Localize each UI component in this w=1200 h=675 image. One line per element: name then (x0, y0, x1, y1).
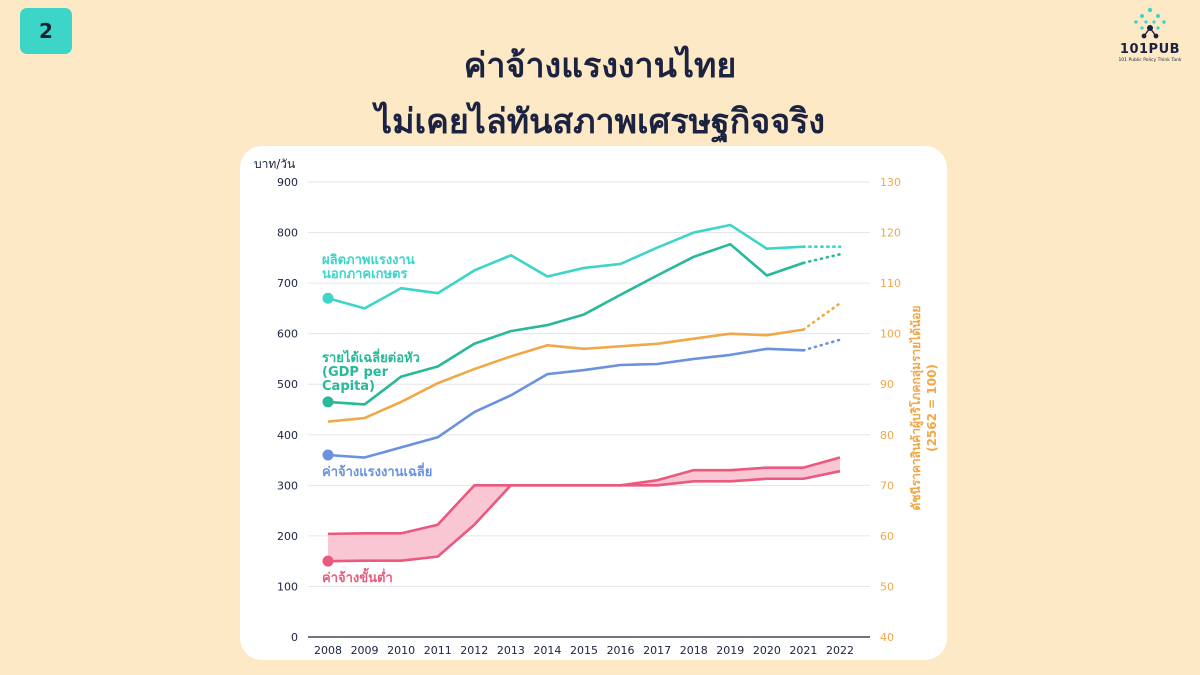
y2-tick-label: 50 (880, 580, 894, 593)
y-tick-label: 800 (277, 227, 298, 240)
logo-subtext: 101 Public Policy Think Tank (1118, 58, 1182, 63)
y-tick-label: 300 (277, 479, 298, 492)
series-label-gdp: (GDP per (322, 365, 389, 380)
x-tick-label: 2019 (716, 644, 744, 657)
y2-axis-label-line1: ดัชนีราคาสินค้าผู้บริโภคกลุ่มรายได้น้อย (908, 306, 924, 511)
y-tick-label: 100 (277, 580, 298, 593)
y2-tick-label: 120 (880, 227, 901, 240)
y2-tick-label: 100 (880, 328, 901, 341)
series-label-gdp: Capita) (322, 379, 375, 394)
min-wage-band-fill (328, 457, 840, 562)
series-start-marker-gdp (322, 396, 334, 408)
logo-network-icon (1134, 7, 1166, 39)
x-tick-label: 2013 (497, 644, 525, 657)
x-tick-label: 2018 (680, 644, 708, 657)
series-line-productivity (327, 223, 804, 310)
y2-axis-label-line2: (2562 = 100) (925, 364, 939, 452)
series-line-min_wage_low (327, 469, 841, 563)
series-line-projection-gdp (802, 252, 842, 265)
logo-text: 101PUB (1119, 42, 1181, 57)
x-tick-label: 2009 (351, 644, 379, 657)
y-tick-label: 500 (277, 378, 298, 391)
page-number-badge: 2 (20, 8, 72, 54)
x-tick-label: 2012 (460, 644, 488, 657)
series-line-projection-avg_wage (802, 338, 842, 352)
y2-tick-label: 130 (880, 176, 901, 189)
line-chart: 0 100 200 300 400 500 600 700 800 900 40 50 60 70 80 90… (254, 157, 939, 657)
y-tick-label: 700 (277, 277, 298, 290)
y-tick-label: 0 (291, 631, 298, 644)
series-line-cpi (327, 328, 804, 423)
y2-tick-label: 80 (880, 429, 894, 442)
series-lines (322, 223, 842, 567)
y-axis-label: บาท/วัน (254, 157, 295, 171)
series-start-marker-productivity (322, 292, 334, 304)
series-label-productivity: ผลิตภาพแรงงาน (322, 253, 415, 268)
page-title-line2: ไม่เคยไล่ทันสภาพเศรษฐกิจจริง (375, 102, 825, 142)
y-tick-label: 900 (277, 176, 298, 189)
series-line-projection-cpi (802, 302, 842, 331)
x-tick-label: 2016 (607, 644, 635, 657)
y-tick-label: 400 (277, 429, 298, 442)
x-tick-label: 2022 (826, 644, 854, 657)
page-title-line1: ค่าจ้างแรงงานไทย (463, 46, 737, 86)
axes: 0 100 200 300 400 500 600 700 800 900 40 50 60 70 80 90… (254, 157, 939, 657)
y2-axis-label: ดัชนีราคาสินค้าผู้บริโภคกลุ่มรายได้น้อย(… (908, 306, 939, 511)
x-tick-label: 2008 (314, 644, 342, 657)
series-start-marker-avg_wage (322, 449, 334, 461)
y2-tick-label: 40 (880, 631, 894, 644)
y-tick-label: 200 (277, 530, 298, 543)
series-label-gdp: รายได้เฉลี่ยต่อหัว (322, 348, 420, 366)
y2-tick-label: 110 (880, 277, 901, 290)
logo: 101PUB 101 Public Policy Think Tank (1112, 6, 1188, 68)
x-tick-label: 2014 (533, 644, 561, 657)
x-tick-label: 2015 (570, 644, 598, 657)
y2-tick-label: 90 (880, 378, 894, 391)
x-tick-label: 2017 (643, 644, 671, 657)
chart-card: 0 100 200 300 400 500 600 700 800 900 40 50 60 70 80 90… (240, 146, 947, 660)
min-wage-band (328, 457, 840, 562)
series-line-avg_wage (327, 347, 804, 459)
gridlines (308, 181, 870, 638)
x-tick-label: 2021 (789, 644, 817, 657)
series-line-gdp (327, 242, 804, 406)
y-tick-label: 600 (277, 328, 298, 341)
x-tick-label: 2010 (387, 644, 415, 657)
series-label-productivity: นอกภาคเกษตร (322, 267, 407, 282)
x-tick-label: 2011 (424, 644, 452, 657)
series-label-avg-wage: ค่าจ้างแรงงานเฉลี่ย (322, 462, 432, 480)
series-start-marker-min_wage_low (322, 555, 334, 567)
series-labels: ผลิตภาพแรงงานนอกภาคเกษตรรายได้เฉลี่ยต่อห… (322, 253, 432, 586)
y2-tick-label: 60 (880, 530, 894, 543)
y2-tick-label: 70 (880, 479, 894, 492)
x-tick-label: 2020 (753, 644, 781, 657)
series-label-min-wage: ค่าจ้างขั้นต่ำ (322, 567, 393, 586)
